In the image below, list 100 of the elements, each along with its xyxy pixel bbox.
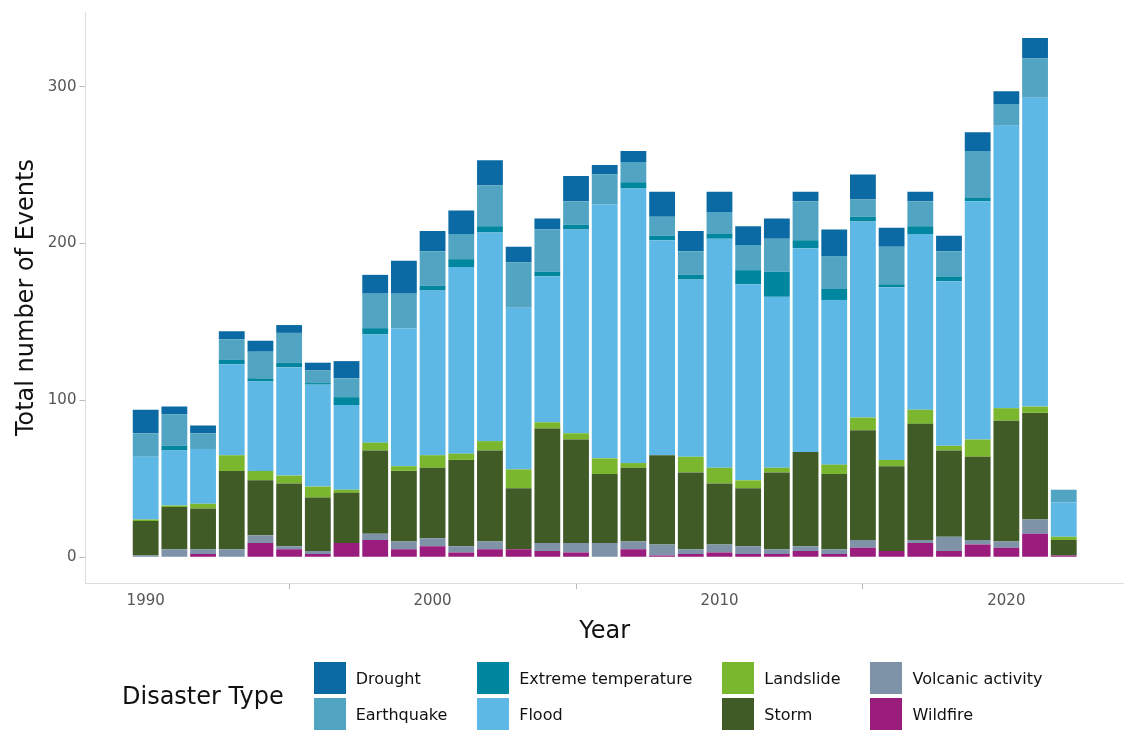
bar: [419, 230, 446, 252]
bar: [706, 212, 733, 235]
x-tick-label: 2000: [413, 591, 452, 610]
bar: [333, 405, 360, 490]
bar: [161, 506, 188, 550]
bar: [534, 550, 561, 557]
bar: [993, 541, 1020, 548]
bar: [304, 362, 331, 371]
bar: [304, 486, 331, 498]
bar: [821, 229, 848, 257]
bar: [534, 428, 561, 544]
bar: [390, 260, 417, 294]
bar: [276, 325, 303, 333]
bar: [964, 198, 991, 202]
bar: [964, 439, 991, 457]
bar: [735, 284, 762, 481]
bar: [161, 406, 188, 415]
bar: [390, 293, 417, 329]
bar: [907, 191, 934, 202]
bar: [620, 463, 647, 468]
bar: [276, 367, 303, 476]
legend-label: Wildfire: [912, 704, 974, 724]
bar: [534, 543, 561, 551]
bar: [649, 191, 676, 217]
bar: [850, 547, 876, 557]
bar: [907, 201, 934, 227]
bar: [878, 284, 905, 288]
bar: [878, 459, 905, 467]
bar: [850, 216, 876, 222]
bar: [333, 361, 360, 379]
bar: [936, 536, 962, 551]
bar: [936, 276, 962, 282]
legend-label: Earthquake: [355, 704, 448, 724]
bar: [821, 554, 848, 557]
legend-label: Flood: [519, 704, 563, 724]
bar: [1022, 412, 1048, 520]
bar: [850, 430, 876, 540]
bar: [792, 191, 819, 202]
bar: [534, 229, 561, 272]
bar: [448, 234, 475, 260]
bar: [763, 271, 790, 297]
bar: [677, 549, 704, 555]
bar: [190, 508, 216, 550]
bar: [505, 549, 532, 557]
bar: [792, 550, 819, 557]
bar: [706, 552, 733, 557]
bar: [218, 339, 245, 360]
bar: [936, 450, 962, 537]
bar: [677, 554, 704, 557]
bar: [792, 248, 819, 453]
bar: [706, 483, 733, 545]
bar: [448, 453, 475, 460]
bar: [792, 240, 819, 249]
bar: [878, 246, 905, 285]
bar: [649, 455, 676, 545]
bar: [620, 541, 647, 550]
bar: [304, 384, 331, 487]
x-tick-label: 2010: [700, 591, 739, 610]
bar: [218, 455, 245, 471]
bar: [763, 549, 790, 555]
bar: [563, 201, 589, 225]
bar: [190, 549, 216, 555]
bar: [850, 221, 876, 418]
bar: [534, 218, 561, 230]
x-tick-label: 2020: [987, 591, 1026, 610]
bar: [907, 539, 934, 544]
bar: [419, 455, 446, 468]
bar: [821, 549, 848, 555]
bar: [993, 408, 1020, 421]
bar: [649, 216, 676, 236]
bar: [620, 182, 647, 189]
bar: [247, 378, 274, 382]
bar: [821, 299, 848, 465]
bar: [477, 232, 503, 442]
bar: [132, 521, 159, 556]
bar: [448, 267, 475, 454]
bar: [821, 256, 848, 289]
bar: [735, 245, 762, 271]
bar: [706, 234, 733, 239]
bar: [333, 378, 360, 398]
bar: [563, 543, 589, 553]
bar: [362, 274, 389, 294]
bar: [591, 543, 618, 557]
bar: [333, 543, 360, 557]
bar: [936, 251, 962, 277]
bar: [620, 188, 647, 464]
bar: [132, 409, 159, 434]
bar: [964, 544, 991, 557]
bar: [161, 549, 188, 557]
bar: [878, 287, 905, 460]
bar: [505, 246, 532, 263]
bar: [1022, 533, 1048, 557]
bar: [419, 538, 446, 547]
bar: [477, 160, 503, 186]
bar: [763, 472, 790, 550]
bar: [161, 414, 188, 446]
bar: [763, 296, 790, 468]
bar: [907, 234, 934, 410]
bar: [276, 549, 303, 557]
bar: [362, 539, 389, 557]
